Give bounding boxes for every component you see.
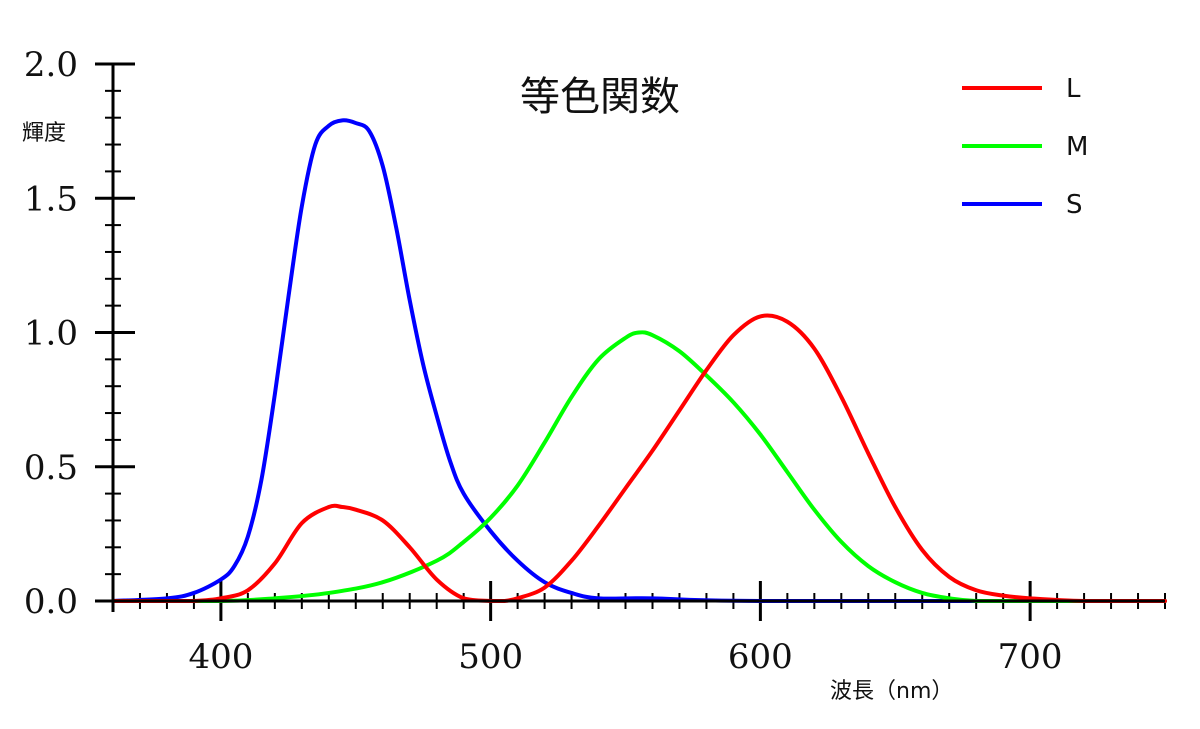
legend-label-m: M [1066,132,1088,162]
y-axis-title: 輝度 [22,121,66,146]
y-tick-label: 0.0 [24,582,78,622]
x-axis-title: 波長（nm） [830,679,953,704]
legend-label-l: L [1066,74,1081,104]
y-tick-label: 1.5 [24,179,78,219]
legend-label-s: S [1066,190,1083,220]
x-tick-label: 500 [458,637,523,677]
series-lines [111,118,1167,604]
y-tick-label: 2.0 [24,45,78,85]
tick-labels: 0.0 0.5 1.0 1.5 2.0 400 500 600 700 [24,45,1063,677]
y-tick-label: 1.0 [24,314,78,354]
axes [95,64,1165,612]
legend: LMS [962,74,1088,220]
x-tick-label: 700 [998,637,1063,677]
x-tick-label: 400 [188,637,253,677]
chart-title: 等色関数 [520,74,680,120]
series-line-m [111,330,1167,604]
series-line-l [111,313,1167,604]
y-tick-label: 0.5 [24,448,78,488]
series-line-s [111,118,1167,604]
x-tick-label: 600 [728,637,793,677]
